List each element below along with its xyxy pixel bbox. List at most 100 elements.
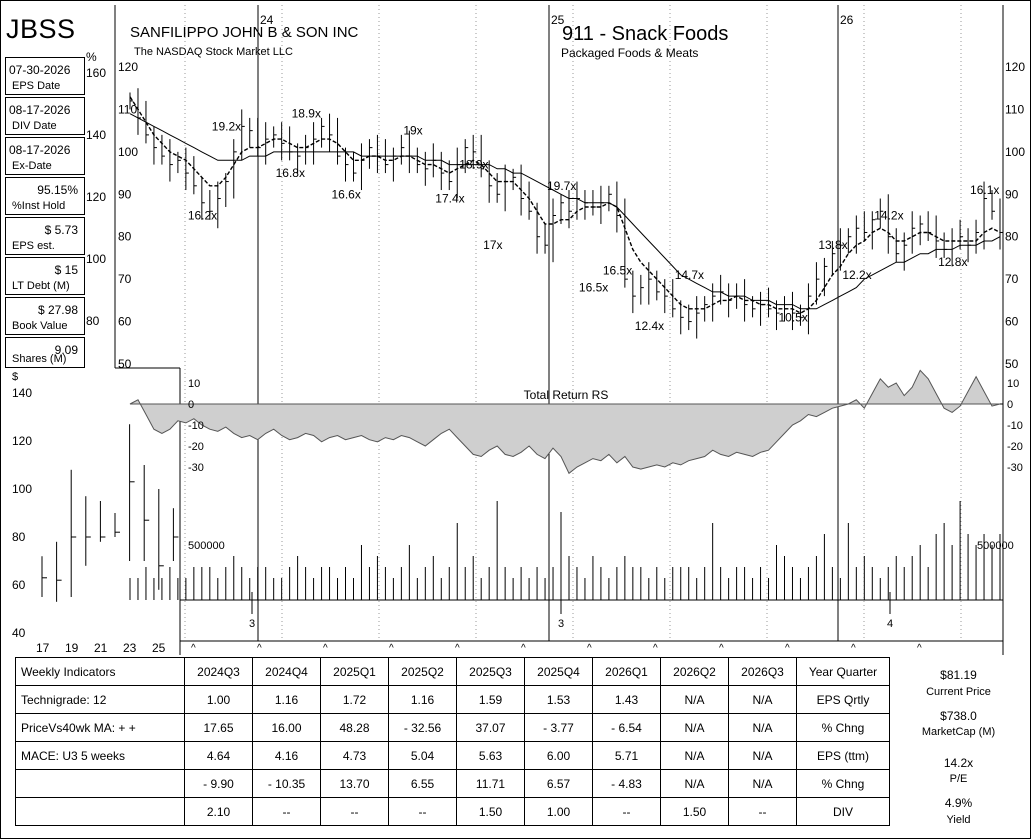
annual-tick-label: 140: [12, 386, 32, 400]
pe-annotation: 17x: [483, 238, 502, 252]
pct-tick-label: 140: [86, 128, 106, 142]
market-cap-label: MarketCap (M): [921, 726, 996, 738]
indicator-label: [15, 769, 185, 798]
price-tick-label-left: 100: [118, 145, 138, 159]
indicator-row: Weekly Indicators 2024Q3 2024Q4 2025Q1 2025Q…: [15, 657, 890, 686]
indicator-cell: 6.57: [524, 769, 593, 798]
industry-subgroup: Packaged Foods & Meats: [561, 46, 699, 60]
year-label: 26: [840, 13, 854, 27]
indicator-cell: 2026Q2: [660, 657, 729, 686]
pe-annotation: 19x: [403, 124, 422, 138]
indicator-cell: - 10.35: [252, 769, 321, 798]
indicator-row: - 9.90- 10.35 13.70 6.55 11.71 6.57- 4.83 N/A…: [15, 769, 890, 798]
indicator-cell: N/A: [660, 769, 729, 798]
rs-tick-label-left: -20: [188, 441, 204, 453]
earnings-quarter-label: 4: [887, 618, 893, 630]
dividend-marker: ^: [323, 643, 328, 654]
indicator-cell: N/A: [660, 741, 729, 770]
indicator-cell: - 4.83: [592, 769, 661, 798]
indicator-cell: 6.55: [388, 769, 457, 798]
rs-tick-label-right: -10: [1007, 420, 1023, 432]
indicator-cell: 5.63: [456, 741, 525, 770]
pct-tick-label: %: [86, 50, 97, 64]
indicator-cell: 1.00: [184, 685, 253, 714]
indicator-cell: 2026Q3: [728, 657, 797, 686]
dividend-marker: ^: [191, 643, 196, 654]
indicator-cell: 17.65: [184, 713, 253, 742]
indicator-cell: 13.70: [320, 769, 389, 798]
indicator-cell: - 32.56: [388, 713, 457, 742]
indicator-cell: - 3.77: [524, 713, 593, 742]
current-price: $81.19: [940, 668, 977, 682]
dividend-marker: ^: [719, 643, 724, 654]
annual-tick-label: 120: [12, 434, 32, 448]
company-name: SANFILIPPO JOHN B & SON INC: [130, 24, 359, 41]
indicator-cell: - 6.54: [592, 713, 661, 742]
annual-dollar-label: $: [12, 371, 18, 383]
yield-label: Yield: [946, 814, 971, 826]
indicator-cell: 2024Q4: [252, 657, 321, 686]
dividend-marker: ^: [587, 643, 592, 654]
price-tick-label-right: 120: [1005, 60, 1025, 74]
stat-book-value: $ 27.98 Book Value: [5, 297, 85, 335]
annual-year-label: 17: [36, 641, 50, 655]
indicator-cell: 1.53: [524, 685, 593, 714]
pe-annotation: 12.8x: [938, 255, 967, 269]
indicator-cell: --: [728, 797, 797, 826]
indicator-cell: N/A: [728, 741, 797, 770]
pe-ratio: 14.2x: [943, 756, 974, 770]
indicator-cell: Year Quarter: [796, 657, 890, 686]
indicator-cell: - 9.90: [184, 769, 253, 798]
indicator-cell: 1.72: [320, 685, 389, 714]
indicator-cell: 4.64: [184, 741, 253, 770]
rs-area: [129, 369, 1001, 475]
pe-annotation: 16.5x: [579, 281, 608, 295]
price-tick-label-left: 110: [118, 102, 137, 116]
indicator-cell: 2025Q1: [320, 657, 389, 686]
annual-year-label: 25: [152, 641, 166, 655]
indicator-cell: 48.28: [320, 713, 389, 742]
stat-inst-hold: 95.15% %Inst Hold: [5, 177, 85, 215]
earnings-quarter-label: 3: [558, 618, 564, 630]
stat-eps-date: 07-30-2026 EPS Date: [5, 57, 85, 95]
rs-tick-label-left: 10: [188, 378, 200, 390]
price-tick-label-right: 80: [1005, 230, 1019, 244]
pe-annotation: 14.2x: [874, 209, 903, 223]
price-tick-label-left: 60: [118, 315, 132, 329]
indicator-cell: 6.00: [524, 741, 593, 770]
indicator-cell: N/A: [660, 713, 729, 742]
indicator-cell: 1.16: [388, 685, 457, 714]
indicator-cell: N/A: [660, 685, 729, 714]
price-tick-label-left: 50: [118, 357, 132, 371]
indicator-cell: 1.59: [456, 685, 525, 714]
volume-label-right: 500000: [977, 540, 1014, 552]
indicator-cell: EPS (ttm): [796, 741, 890, 770]
pe-annotation: 16.5x: [603, 264, 632, 278]
indicator-label: MACE: U3 5 weeks: [15, 741, 185, 770]
indicators-table: Weekly Indicators 2024Q3 2024Q4 2025Q1 2025Q…: [15, 657, 890, 826]
indicator-cell: --: [592, 797, 661, 826]
earnings-quarter-label: 3: [249, 618, 255, 630]
pe-annotation: 16.1x: [970, 183, 999, 197]
short-moving-average-line: [129, 96, 1001, 314]
long-moving-average-line: [129, 113, 1001, 310]
market-cap: $738.0: [940, 709, 977, 723]
annual-year-label: 21: [94, 641, 108, 655]
indicator-cell: 37.07: [456, 713, 525, 742]
indicator-label: Technigrade: 12: [15, 685, 185, 714]
summary-box: $81.19 Current Price $738.0 MarketCap (M…: [896, 657, 1021, 832]
price-tick-label-left: 90: [118, 187, 132, 201]
pct-tick-label: 120: [86, 190, 106, 204]
indicator-cell: 5.71: [592, 741, 661, 770]
indicator-cell: 2024Q3: [184, 657, 253, 686]
stat-eps-est: $ 5.73 EPS est.: [5, 217, 85, 255]
dividend-yield: 4.9%: [944, 796, 973, 810]
dividend-marker: ^: [257, 643, 262, 654]
pe-annotation: 12.2x: [842, 268, 871, 282]
dividend-marker: ^: [785, 643, 790, 654]
indicator-cell: DIV: [796, 797, 890, 826]
exchange-name: The NASDAQ Stock Market LLC: [134, 46, 293, 58]
indicator-cell: 2.10: [184, 797, 253, 826]
current-price-label: Current Price: [926, 686, 991, 698]
